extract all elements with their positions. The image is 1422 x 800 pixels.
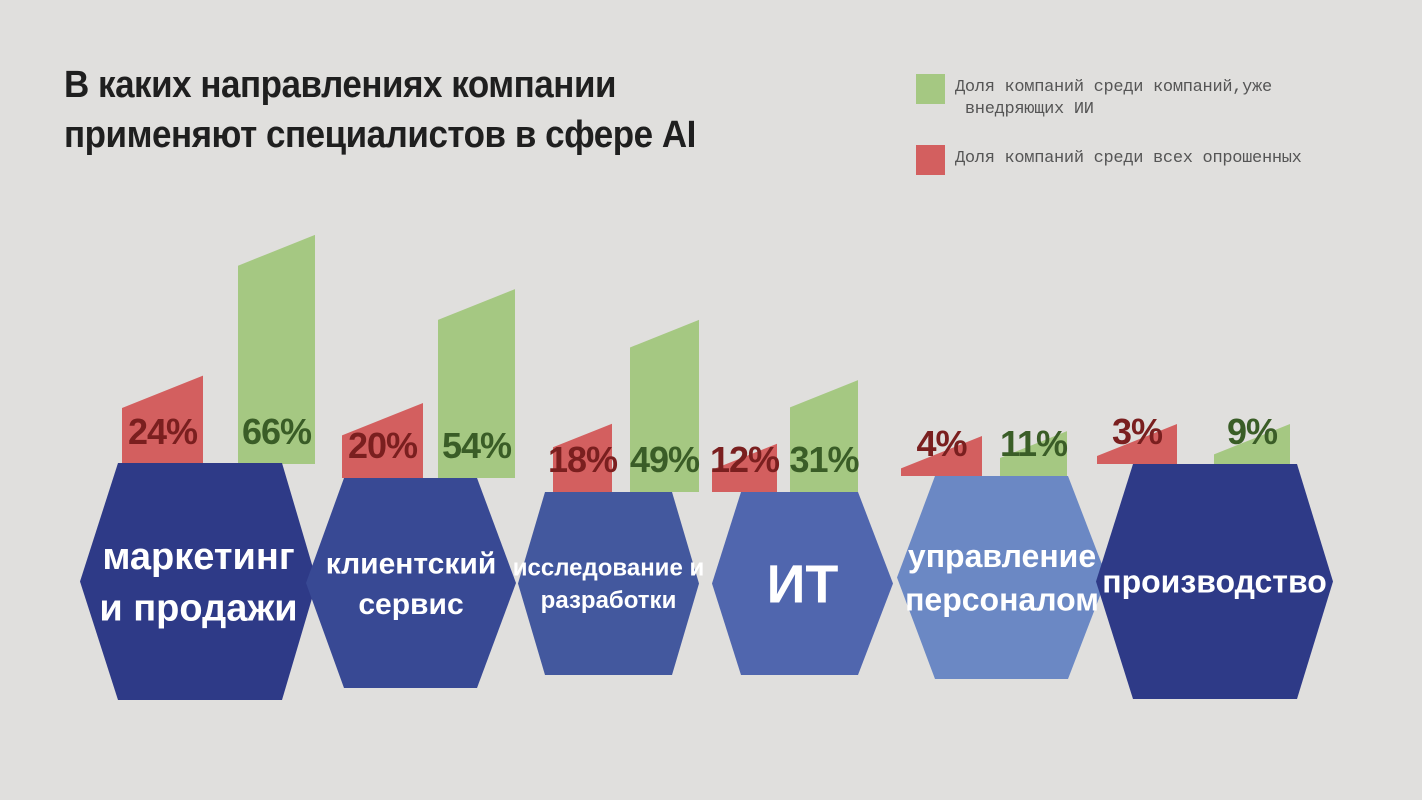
bar-red-6 (1097, 424, 1177, 464)
bar-green-5 (1000, 431, 1067, 476)
legend-swatch-green (916, 74, 945, 104)
bar-red-1 (122, 375, 203, 464)
bar-green-3 (630, 319, 699, 492)
bar-red-5 (901, 436, 982, 476)
bar-red-2 (342, 403, 423, 478)
category-block-2 (306, 478, 516, 688)
bar-green-1 (238, 234, 315, 464)
bar-green-2 (438, 289, 515, 478)
bar-label-red-3: 18% (548, 439, 618, 480)
legend-item-green: Доля компаний среди компаний,уже внедряю… (916, 74, 1355, 121)
bar-label-green-2: 54% (442, 425, 512, 466)
bar-label-green-3: 49% (630, 439, 700, 480)
legend-swatch-red (916, 145, 945, 175)
category-block-4 (712, 492, 893, 675)
bar-label-red-6: 3% (1112, 411, 1163, 452)
category-label-1-line-2: и продажи (99, 587, 297, 629)
category-block-5 (897, 476, 1107, 679)
bar-label-red-1: 24% (128, 411, 198, 452)
category-block-1 (80, 463, 317, 700)
category-label-4-line-1: ИТ (767, 554, 839, 614)
bar-label-green-1: 66% (242, 411, 312, 452)
chart-title-line-2: применяют специалистов в сфере AI (64, 114, 696, 156)
bar-red-4 (712, 443, 777, 492)
bar-green-4 (790, 380, 858, 492)
bar-label-red-5: 4% (916, 423, 967, 464)
bar-red-3 (553, 423, 612, 492)
bar-label-green-6: 9% (1227, 411, 1278, 452)
bar-label-red-4: 12% (710, 439, 780, 480)
category-label-2-line-1: клиентский (326, 547, 497, 580)
bar-label-green-4: 31% (789, 439, 859, 480)
category-label-5-line-2: персоналом (905, 581, 1099, 617)
legend-label-green-line-1: Доля компаний среди компаний,уже (955, 78, 1272, 97)
legend-label-green: Доля компаний среди компаний,уже внедряю… (955, 77, 1355, 121)
category-label-1-line-1: маркетинг (102, 536, 294, 578)
bar-green-6 (1214, 424, 1290, 464)
category-block-3 (518, 492, 699, 675)
legend-label-green-line-2: внедряющих ИИ (955, 100, 1094, 119)
chart-title: В каких направлениях компании применяют … (64, 60, 800, 160)
bar-label-green-5: 11% (1000, 423, 1068, 464)
category-label-3-line-2: разработки (541, 587, 677, 614)
chart-title-line-1: В каких направлениях компании (64, 64, 617, 106)
legend-item-red: Доля компаний среди всех опрошенных (916, 145, 1355, 175)
category-label-2-line-2: сервис (358, 588, 463, 621)
category-label-3-line-1: исследование и (513, 555, 704, 582)
category-label-5-line-1: управление (908, 538, 1096, 574)
legend-label-red: Доля компаний среди всех опрошенных (955, 149, 1302, 168)
category-block-6 (1096, 464, 1333, 699)
category-label-6-line-1: производство (1102, 564, 1327, 600)
bar-label-red-2: 20% (348, 425, 418, 466)
